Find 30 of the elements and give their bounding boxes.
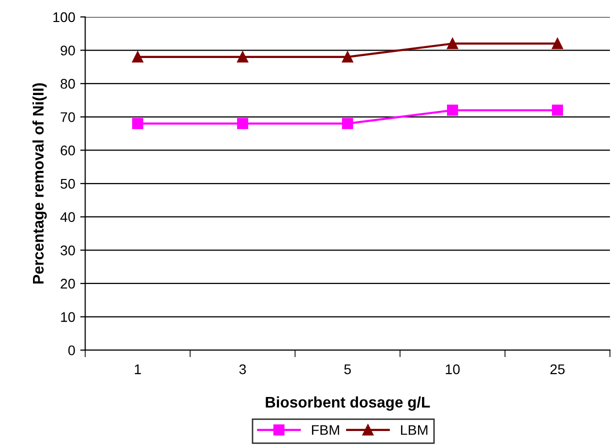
y-tick-label: 50 xyxy=(60,178,75,189)
point xyxy=(552,38,564,50)
legend-label: FBM xyxy=(312,425,340,435)
y-tick-label: 30 xyxy=(60,245,75,256)
x-tick-label: 1 xyxy=(134,364,141,374)
point xyxy=(237,118,248,130)
y-tick-label: 60 xyxy=(60,146,75,156)
point xyxy=(446,104,458,116)
y-tick-label: 0 xyxy=(68,345,75,356)
point xyxy=(132,51,144,62)
y-tick-label: 20 xyxy=(60,278,75,289)
x-tick-label: 5 xyxy=(344,364,351,374)
point xyxy=(552,104,564,116)
y-axis-title: Percentage removal of Ni(II) xyxy=(32,83,47,284)
y-tick-label: 80 xyxy=(60,78,75,89)
point xyxy=(132,118,144,130)
y-tick-label: 100 xyxy=(53,12,75,22)
y-tick-label: 40 xyxy=(60,212,75,222)
point xyxy=(446,38,458,50)
x-axis-title: Biosorbent dosage g/L xyxy=(266,396,430,411)
x-tick-label: 10 xyxy=(446,364,460,374)
point xyxy=(342,51,354,62)
point xyxy=(237,51,248,62)
y-tick-label: 10 xyxy=(61,312,75,322)
y-tick-label: 90 xyxy=(60,46,75,56)
y-tick-label: 70 xyxy=(60,112,75,122)
point xyxy=(342,118,354,130)
legend-label: LBM xyxy=(401,425,428,435)
x-tick-label: 25 xyxy=(550,364,565,374)
x-tick-label: 3 xyxy=(239,364,246,374)
